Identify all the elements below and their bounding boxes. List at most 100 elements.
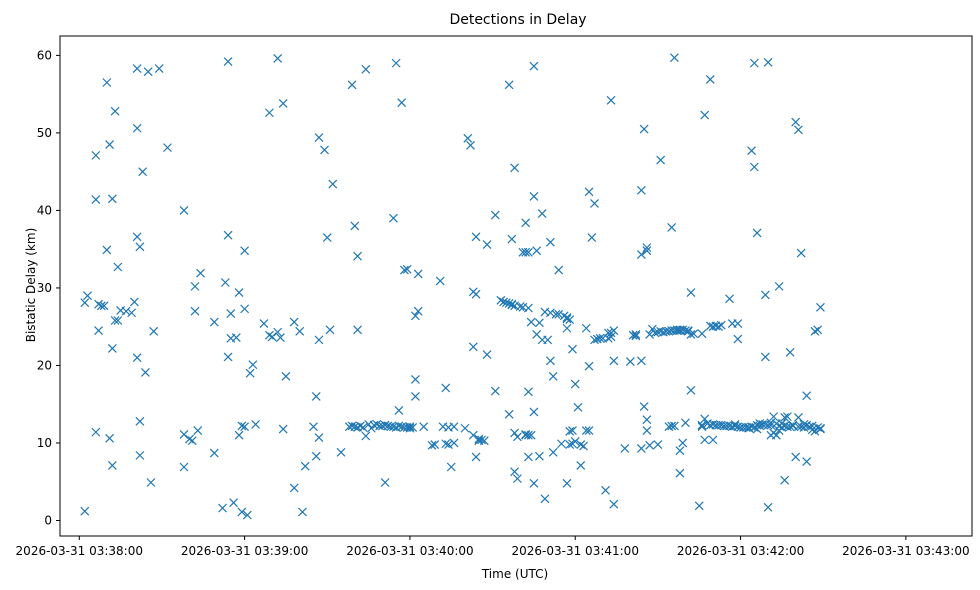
data-point — [590, 335, 599, 345]
data-point — [576, 461, 586, 470]
data-point — [325, 325, 335, 335]
data-point — [234, 288, 244, 298]
data-point — [127, 308, 137, 318]
data-point — [780, 412, 790, 422]
data-point — [107, 461, 117, 470]
data-point — [636, 185, 646, 195]
data-point — [557, 439, 566, 449]
data-point — [802, 457, 812, 467]
data-point — [179, 462, 189, 472]
data-point — [444, 440, 453, 449]
data-point — [391, 58, 401, 68]
data-point — [353, 325, 362, 335]
data-point — [793, 412, 803, 422]
data-point — [609, 499, 619, 509]
data-point — [686, 330, 696, 339]
data-point — [551, 309, 561, 319]
data-point — [774, 281, 784, 291]
data-point — [273, 54, 283, 63]
data-point — [298, 507, 307, 517]
data-point — [468, 342, 478, 352]
data-point — [94, 299, 103, 309]
data-point — [807, 421, 817, 431]
data-point — [562, 314, 572, 324]
data-point — [813, 423, 823, 432]
data-point — [435, 276, 445, 286]
data-point — [275, 333, 285, 342]
data-point — [289, 317, 299, 327]
data-point — [609, 356, 619, 366]
data-point — [413, 306, 423, 316]
data-point — [766, 420, 776, 430]
data-point — [411, 374, 420, 384]
data-point — [631, 331, 641, 341]
data-point — [562, 323, 572, 333]
data-point — [353, 251, 362, 261]
data-point — [523, 430, 533, 440]
data-point — [642, 243, 652, 253]
data-point — [782, 412, 792, 422]
data-point — [565, 315, 575, 325]
y-tick-label: 30 — [37, 281, 52, 295]
y-tick-label: 10 — [37, 436, 52, 450]
data-point — [769, 412, 779, 422]
data-point — [397, 98, 407, 108]
data-point — [135, 416, 145, 426]
data-point — [512, 474, 522, 484]
data-point — [234, 430, 244, 440]
data-point — [714, 322, 723, 332]
data-point — [278, 99, 288, 108]
data-point — [135, 242, 145, 252]
data-point — [229, 498, 239, 508]
data-point — [107, 343, 117, 353]
data-point — [512, 432, 522, 442]
data-point — [190, 306, 200, 316]
data-point — [408, 423, 418, 432]
data-point — [573, 402, 583, 412]
data-point — [584, 187, 594, 197]
y-axis-label: Bistatic Delay (km) — [24, 228, 38, 343]
data-point — [102, 78, 112, 87]
data-point — [606, 95, 616, 105]
data-point — [548, 371, 558, 381]
data-point — [780, 475, 790, 485]
data-point — [816, 423, 825, 433]
data-point — [388, 213, 398, 223]
data-point — [667, 421, 677, 431]
data-point — [521, 247, 531, 257]
data-point — [639, 402, 649, 411]
data-point — [83, 291, 92, 301]
data-point — [149, 326, 159, 336]
data-point — [670, 421, 679, 431]
data-point — [264, 330, 274, 340]
data-point — [314, 133, 324, 142]
data-point — [606, 332, 616, 342]
data-point — [532, 246, 542, 256]
data-point — [523, 303, 533, 313]
data-point — [430, 440, 440, 449]
data-point — [534, 451, 544, 461]
data-point — [697, 329, 707, 339]
data-point — [328, 179, 338, 189]
data-point — [358, 423, 368, 432]
data-point — [791, 117, 801, 127]
data-point — [479, 436, 489, 446]
data-point — [504, 80, 514, 90]
data-point — [218, 503, 227, 513]
data-point — [733, 319, 743, 329]
data-point — [799, 419, 809, 429]
data-point — [240, 304, 250, 314]
data-point — [474, 434, 484, 444]
data-point — [311, 451, 321, 461]
data-point — [413, 269, 423, 279]
data-point — [223, 230, 233, 240]
data-point — [686, 288, 696, 298]
data-point — [681, 326, 690, 335]
data-point — [154, 64, 164, 73]
data-point — [647, 324, 657, 334]
data-point — [554, 309, 564, 319]
data-point — [548, 447, 558, 457]
data-point — [595, 333, 605, 343]
data-point — [650, 328, 660, 338]
data-point — [80, 506, 90, 516]
